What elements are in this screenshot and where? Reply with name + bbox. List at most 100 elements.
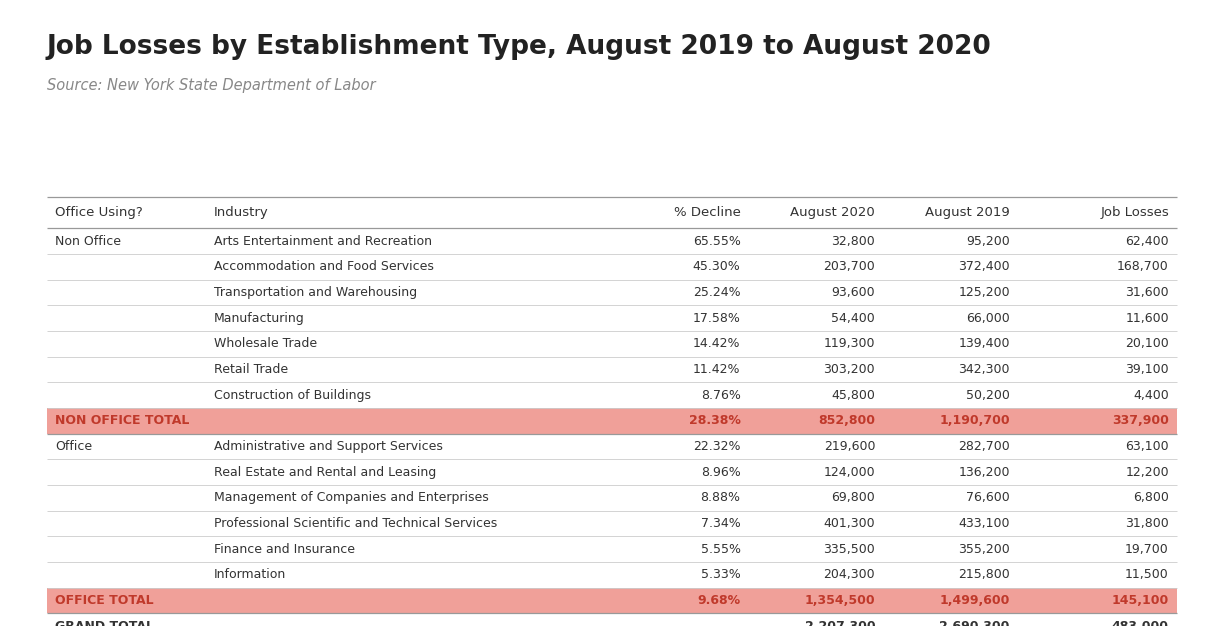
Text: Management of Companies and Enterprises: Management of Companies and Enterprises (214, 491, 488, 505)
Text: 215,800: 215,800 (958, 568, 1010, 582)
Text: Administrative and Support Services: Administrative and Support Services (214, 440, 443, 453)
Text: GRAND TOTAL: GRAND TOTAL (55, 620, 154, 626)
Text: Job Losses: Job Losses (1100, 207, 1169, 219)
Text: 65.55%: 65.55% (693, 235, 741, 248)
Text: 372,400: 372,400 (958, 260, 1010, 274)
Text: NON OFFICE TOTAL: NON OFFICE TOTAL (55, 414, 190, 428)
Bar (47, 382, 1177, 408)
Text: 203,700: 203,700 (824, 260, 875, 274)
Bar (47, 408, 1177, 434)
Text: 20,100: 20,100 (1125, 337, 1169, 351)
Text: 168,700: 168,700 (1118, 260, 1169, 274)
Text: Arts Entertainment and Recreation: Arts Entertainment and Recreation (214, 235, 432, 248)
Bar (47, 588, 1177, 613)
Text: 45.30%: 45.30% (693, 260, 741, 274)
Text: Job Losses by Establishment Type, August 2019 to August 2020: Job Losses by Establishment Type, August… (47, 34, 991, 61)
Text: 303,200: 303,200 (824, 363, 875, 376)
Text: 8.96%: 8.96% (701, 466, 741, 479)
Text: 50,200: 50,200 (966, 389, 1010, 402)
Text: 54,400: 54,400 (831, 312, 875, 325)
Text: 28.38%: 28.38% (689, 414, 741, 428)
Text: 852,800: 852,800 (818, 414, 875, 428)
Text: Retail Trade: Retail Trade (214, 363, 289, 376)
Text: August 2019: August 2019 (925, 207, 1010, 219)
Text: Office: Office (55, 440, 92, 453)
Bar (47, 511, 1177, 536)
Text: 2,207,300: 2,207,300 (804, 620, 875, 626)
Text: 25.24%: 25.24% (693, 286, 741, 299)
Text: 1,190,700: 1,190,700 (939, 414, 1010, 428)
Text: 139,400: 139,400 (958, 337, 1010, 351)
Text: 6,800: 6,800 (1133, 491, 1169, 505)
Text: 95,200: 95,200 (966, 235, 1010, 248)
Text: 62,400: 62,400 (1125, 235, 1169, 248)
Text: Industry: Industry (214, 207, 269, 219)
Text: 342,300: 342,300 (958, 363, 1010, 376)
Text: Professional Scientific and Technical Services: Professional Scientific and Technical Se… (214, 517, 497, 530)
Text: 14.42%: 14.42% (693, 337, 741, 351)
Bar (47, 357, 1177, 382)
Text: 136,200: 136,200 (958, 466, 1010, 479)
Text: Real Estate and Rental and Leasing: Real Estate and Rental and Leasing (214, 466, 437, 479)
Text: 76,600: 76,600 (966, 491, 1010, 505)
Text: Non Office: Non Office (55, 235, 121, 248)
Text: Office Using?: Office Using? (55, 207, 143, 219)
Bar (47, 459, 1177, 485)
Text: Transportation and Warehousing: Transportation and Warehousing (214, 286, 417, 299)
Bar (47, 562, 1177, 588)
Bar (47, 305, 1177, 331)
Text: 5.55%: 5.55% (700, 543, 741, 556)
Text: 8.88%: 8.88% (700, 491, 741, 505)
Text: 4,400: 4,400 (1133, 389, 1169, 402)
Text: 401,300: 401,300 (824, 517, 875, 530)
Text: Accommodation and Food Services: Accommodation and Food Services (214, 260, 435, 274)
Bar (47, 613, 1177, 626)
Text: 45,800: 45,800 (831, 389, 875, 402)
Text: 355,200: 355,200 (958, 543, 1010, 556)
Text: Construction of Buildings: Construction of Buildings (214, 389, 371, 402)
Text: 5.33%: 5.33% (701, 568, 741, 582)
Text: 119,300: 119,300 (824, 337, 875, 351)
Text: 204,300: 204,300 (824, 568, 875, 582)
Bar (47, 485, 1177, 511)
Text: Finance and Insurance: Finance and Insurance (214, 543, 355, 556)
Bar (47, 254, 1177, 280)
Text: 12,200: 12,200 (1125, 466, 1169, 479)
Text: 17.58%: 17.58% (693, 312, 741, 325)
Text: 335,500: 335,500 (824, 543, 875, 556)
Text: 433,100: 433,100 (958, 517, 1010, 530)
Text: 125,200: 125,200 (958, 286, 1010, 299)
Text: OFFICE TOTAL: OFFICE TOTAL (55, 594, 154, 607)
Text: 145,100: 145,100 (1111, 594, 1169, 607)
Bar (47, 536, 1177, 562)
Text: Information: Information (214, 568, 286, 582)
Text: 69,800: 69,800 (831, 491, 875, 505)
Text: 31,800: 31,800 (1125, 517, 1169, 530)
Bar (47, 197, 1177, 228)
Text: 483,000: 483,000 (1111, 620, 1169, 626)
Text: 93,600: 93,600 (831, 286, 875, 299)
Text: 22.32%: 22.32% (693, 440, 741, 453)
Bar (47, 280, 1177, 305)
Text: 9.68%: 9.68% (698, 594, 741, 607)
Text: 31,600: 31,600 (1125, 286, 1169, 299)
Bar (47, 331, 1177, 357)
Text: 7.34%: 7.34% (701, 517, 741, 530)
Bar (47, 228, 1177, 254)
Text: 19,700: 19,700 (1125, 543, 1169, 556)
Text: 1,354,500: 1,354,500 (804, 594, 875, 607)
Text: 39,100: 39,100 (1125, 363, 1169, 376)
Text: 63,100: 63,100 (1125, 440, 1169, 453)
Text: 66,000: 66,000 (966, 312, 1010, 325)
Text: 1,499,600: 1,499,600 (940, 594, 1010, 607)
Text: 11.42%: 11.42% (693, 363, 741, 376)
Text: August 2020: August 2020 (791, 207, 875, 219)
Text: Manufacturing: Manufacturing (214, 312, 305, 325)
Text: Wholesale Trade: Wholesale Trade (214, 337, 317, 351)
Text: % Decline: % Decline (673, 207, 741, 219)
Text: 124,000: 124,000 (824, 466, 875, 479)
Text: 32,800: 32,800 (831, 235, 875, 248)
Text: Source: New York State Department of Labor: Source: New York State Department of Lab… (47, 78, 375, 93)
Text: 8.76%: 8.76% (700, 389, 741, 402)
Text: 11,600: 11,600 (1125, 312, 1169, 325)
